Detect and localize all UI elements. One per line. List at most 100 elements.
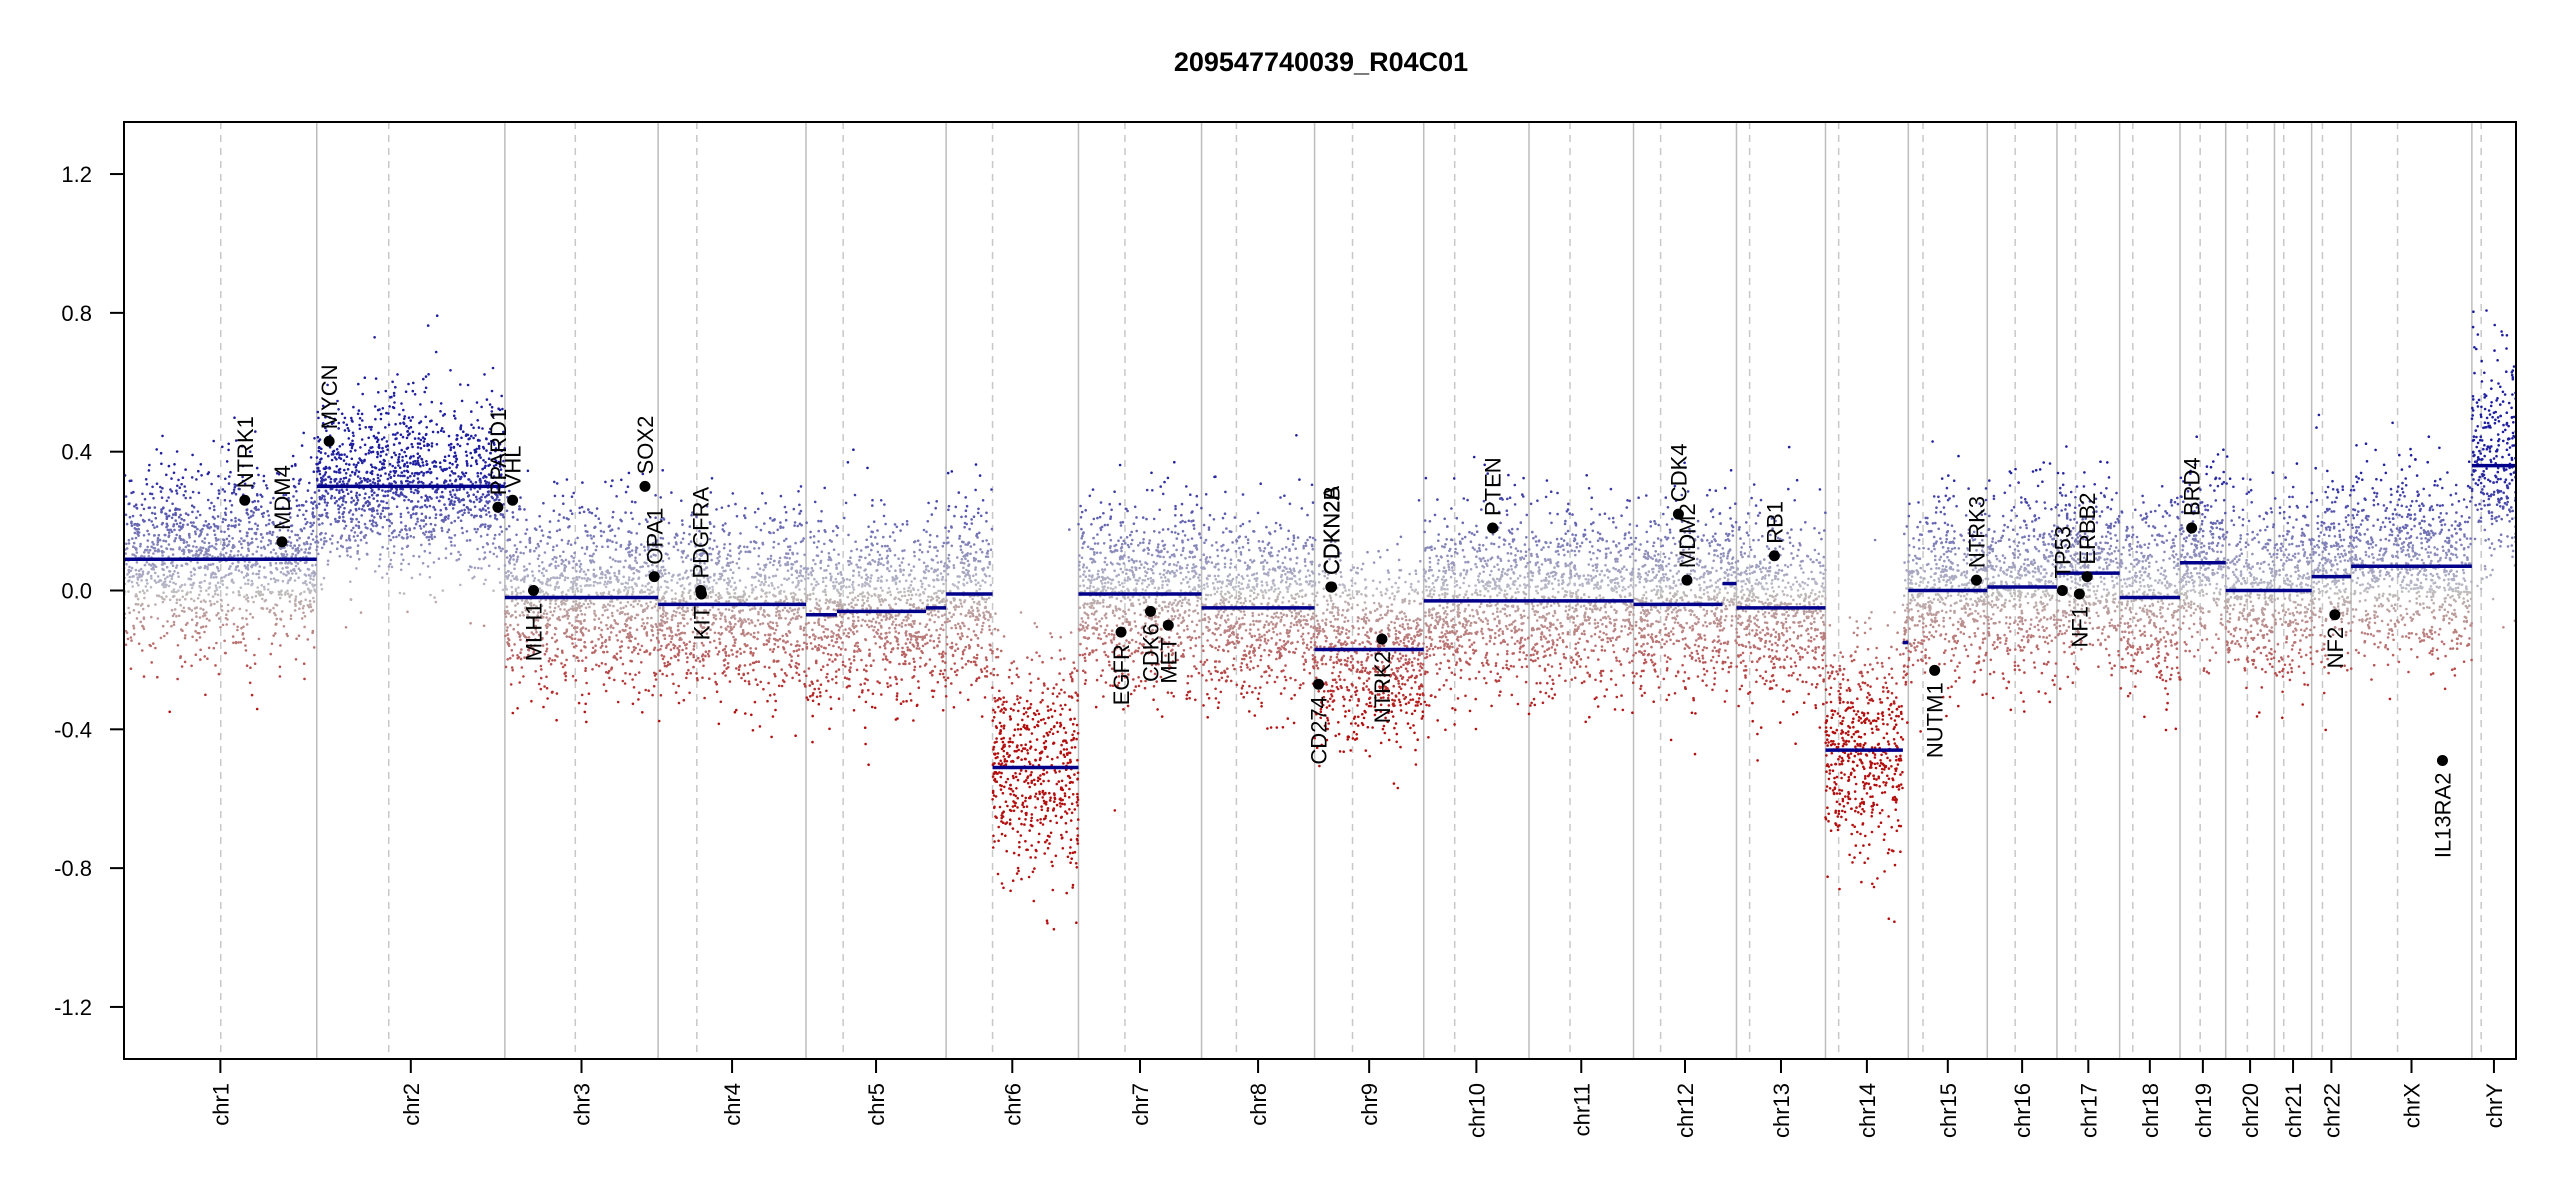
probe-point [616, 609, 619, 612]
probe-point [613, 534, 617, 538]
probe-point [196, 527, 199, 531]
probe-point [769, 554, 773, 558]
probe-point [181, 595, 185, 599]
probe-point [558, 528, 561, 531]
probe-point [175, 489, 178, 493]
probe-point [353, 473, 357, 476]
probe-point [423, 549, 427, 553]
probe-point [637, 570, 641, 573]
probe-point [478, 508, 482, 511]
probe-point [156, 675, 159, 679]
probe-point [814, 645, 817, 648]
probe-point [204, 573, 207, 577]
probe-point [451, 503, 455, 506]
probe-point [448, 490, 452, 494]
probe-point [189, 521, 193, 524]
probe-point [593, 609, 596, 613]
probe-point [245, 609, 248, 612]
probe-point [170, 590, 174, 593]
probe-point [384, 506, 388, 510]
probe-point [641, 565, 644, 568]
probe-point [606, 616, 610, 619]
probe-point [183, 610, 186, 613]
probe-point [399, 512, 403, 516]
probe-point [132, 553, 136, 557]
probe-point [411, 389, 415, 393]
probe-point [630, 567, 634, 570]
probe-point [483, 551, 487, 554]
probe-point [511, 668, 514, 672]
probe-point [797, 648, 801, 651]
probe-point [374, 521, 378, 525]
probe-point [215, 588, 219, 592]
probe-point [215, 575, 218, 579]
probe-point [160, 462, 163, 466]
probe-point [309, 610, 313, 613]
probe-point [457, 498, 460, 502]
probe-point [525, 528, 529, 531]
probe-point [165, 565, 169, 569]
probe-point [320, 457, 323, 461]
probe-point [670, 637, 673, 640]
probe-point [416, 517, 419, 521]
probe-point [498, 581, 502, 584]
probe-point [363, 509, 366, 512]
probe-point [426, 535, 429, 539]
probe-point [698, 660, 702, 663]
probe-point [627, 586, 631, 589]
probe-point [732, 644, 735, 647]
probe-point [371, 530, 374, 533]
probe-point [396, 431, 399, 435]
probe-point [483, 373, 486, 376]
probe-point [238, 540, 241, 543]
probe-point [165, 517, 169, 520]
probe-point [682, 698, 686, 702]
probe-point [240, 626, 243, 630]
probe-point [484, 509, 488, 512]
probe-point [223, 639, 226, 643]
probe-point [246, 596, 250, 599]
probe-point [738, 552, 741, 555]
probe-point [464, 434, 468, 438]
probe-point [737, 668, 741, 672]
probe-point [248, 520, 251, 524]
probe-point [666, 580, 669, 584]
probe-point [674, 614, 677, 618]
probe-point [419, 438, 423, 442]
probe-point [206, 657, 209, 660]
probe-point [349, 474, 352, 477]
probe-point [164, 533, 167, 537]
probe-point [369, 463, 373, 467]
probe-point [555, 529, 559, 533]
probe-point [714, 617, 718, 621]
probe-point [475, 514, 478, 518]
probe-point [127, 590, 130, 593]
probe-point [294, 560, 298, 564]
probe-point [207, 563, 210, 566]
probe-point [682, 617, 686, 621]
probe-point [393, 401, 396, 404]
probe-point [733, 581, 736, 584]
probe-point [772, 647, 776, 651]
probe-point [752, 576, 756, 579]
probe-point [139, 542, 142, 546]
probe-point [540, 529, 544, 532]
probe-point [663, 620, 666, 624]
probe-point [506, 633, 509, 637]
probe-point [787, 629, 791, 633]
probe-point [374, 377, 378, 380]
probe-point [590, 554, 594, 558]
probe-point [361, 392, 365, 396]
probe-point [350, 457, 354, 461]
probe-point [518, 681, 521, 684]
probe-point [297, 482, 301, 485]
probe-point [309, 542, 313, 546]
probe-point [615, 652, 619, 656]
probe-point [714, 593, 718, 597]
probe-point [206, 567, 209, 571]
probe-point [661, 565, 665, 569]
probe-point [822, 651, 825, 655]
probe-point [249, 612, 252, 616]
probe-point [651, 693, 654, 697]
probe-point [207, 549, 210, 553]
